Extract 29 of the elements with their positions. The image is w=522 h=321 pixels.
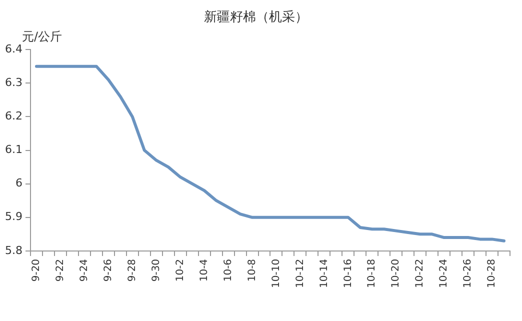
x-tick-label: 10-6 — [222, 258, 234, 282]
y-tick-label: 5.8 — [4, 244, 22, 257]
y-tick-label: 6.3 — [4, 76, 22, 90]
y-tick-label: 6.4 — [4, 42, 22, 56]
x-tick-label: 10-12 — [294, 258, 306, 288]
x-tick-label: 9-26 — [103, 258, 114, 282]
x-tick-label: 9-22 — [55, 258, 66, 282]
x-tick-label: 9-24 — [79, 258, 90, 282]
x-tick-label: 10-16 — [342, 258, 354, 288]
x-tick-label: 10-28 — [486, 258, 498, 288]
x-tick-label: 9-30 — [150, 258, 162, 282]
chart-title: 新疆籽棉（机采） — [204, 10, 308, 26]
y-tick-label: 6.2 — [4, 110, 22, 123]
x-tick-label: 9-28 — [126, 258, 138, 282]
x-tick-label: 10-8 — [246, 258, 258, 282]
y-tick-label: 5.9 — [4, 210, 22, 224]
x-tick-label: 10-22 — [414, 258, 426, 288]
y-axis-title: 元/公斤 — [22, 30, 62, 44]
y-tick-label: 6 — [15, 176, 22, 190]
x-tick-label: 10-4 — [198, 258, 210, 282]
x-tick-label: 9-20 — [31, 258, 42, 282]
x-tick-label: 10-24 — [438, 258, 450, 288]
x-tick-label: 10-14 — [318, 258, 330, 288]
x-tick-label: 10-18 — [366, 258, 378, 288]
y-tick-label: 6.1 — [4, 143, 22, 156]
x-tick-label: 10-2 — [174, 258, 186, 282]
x-tick-label: 10-26 — [462, 258, 474, 288]
x-tick-label: 10-20 — [390, 258, 402, 288]
x-tick-label: 10-10 — [270, 258, 282, 288]
